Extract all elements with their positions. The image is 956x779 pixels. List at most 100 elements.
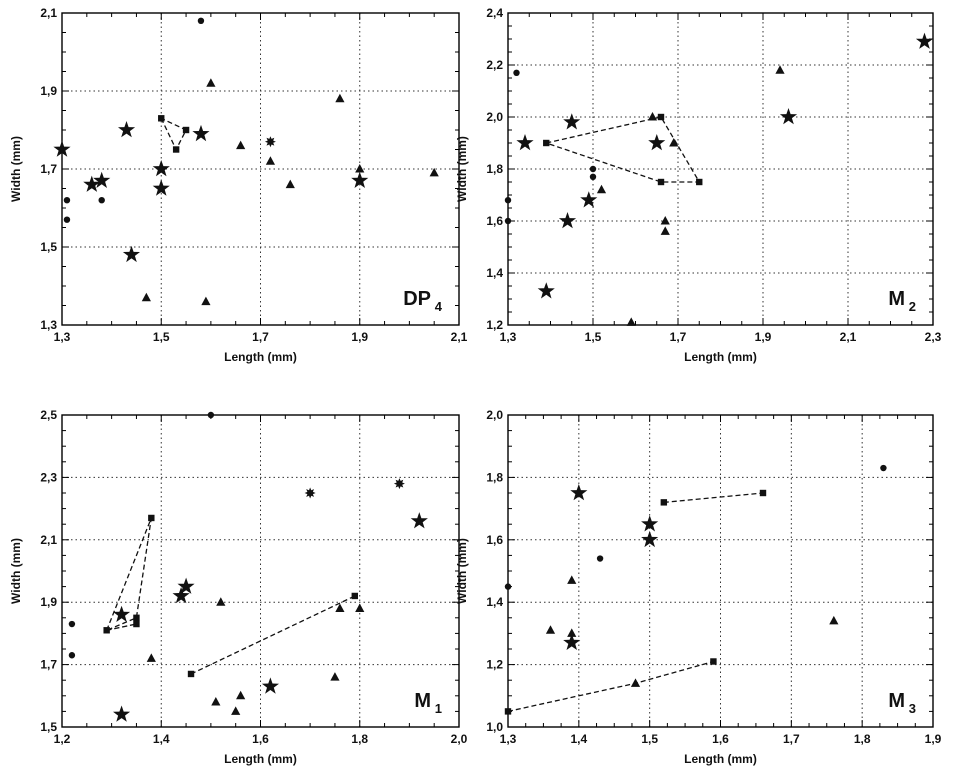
dashed-polygon — [159, 116, 187, 151]
triangle-point — [669, 138, 679, 147]
star-point — [580, 191, 598, 208]
chart-panel-2: 1,3 1,5 1,7 1,9 2,1 2,3 1,2 1,4 1,6 1,8 2,0 2,2 2,4 L… — [455, 6, 942, 364]
y-axis-title: Width (mm) — [9, 136, 23, 202]
x-axis-title: Length (mm) — [684, 350, 757, 364]
y-tick-label: 2,3 — [40, 470, 57, 484]
triangle-point — [206, 78, 216, 87]
star-point — [177, 577, 195, 594]
plot-frame — [507, 414, 934, 728]
triangle-point — [335, 93, 345, 103]
triangle-point — [660, 216, 670, 225]
star-point — [172, 587, 190, 604]
triangle-point — [285, 179, 295, 189]
y-axis-title: Width (mm) — [455, 538, 469, 604]
square-point — [657, 178, 665, 186]
x-tick-label: 1,8 — [854, 732, 871, 746]
x-tick-label: 1,3 — [54, 330, 71, 344]
chart-panel-4: 1,3 1,4 1,5 1,6 1,7 1,8 1,9 1,0 1,2 1,4 1,6 1,8 2,0 L… — [455, 408, 942, 766]
square-point — [133, 620, 140, 628]
square-point — [660, 499, 668, 506]
y-tick-label: 2,0 — [486, 110, 503, 124]
panel-label-subscript: 3 — [909, 701, 916, 716]
triangle-point — [141, 292, 151, 302]
circle-point — [98, 197, 105, 204]
square-point — [657, 113, 665, 121]
y-tick-label: 1,4 — [486, 595, 503, 609]
x-tick-label: 2,1 — [451, 330, 468, 344]
square-point — [148, 514, 155, 522]
plot-frame — [507, 12, 934, 326]
panel-label: DP — [403, 288, 431, 310]
triangle-point — [231, 706, 241, 715]
x-tick-label: 1,3 — [500, 732, 517, 746]
y-tick-label: 1,6 — [486, 214, 503, 228]
x-axis-title: Length (mm) — [684, 752, 757, 766]
plot-frame — [61, 414, 460, 728]
star-point — [261, 677, 279, 694]
triangle-point — [216, 597, 226, 606]
triangle-point — [211, 697, 221, 706]
panel-label: M — [888, 690, 905, 712]
circle-point — [504, 197, 512, 204]
square-point — [759, 489, 767, 497]
circle-point — [589, 173, 597, 180]
star-point — [641, 515, 659, 532]
star-point — [563, 633, 581, 650]
square-point — [182, 126, 190, 134]
circle-point — [63, 216, 71, 223]
x-tick-label: 1,8 — [351, 732, 368, 746]
x-tick-label: 1,9 — [351, 330, 368, 344]
star-point — [93, 171, 111, 188]
y-axis-title: Width (mm) — [9, 538, 23, 604]
y-tick-label: 1,9 — [40, 84, 57, 98]
circle-point — [197, 17, 205, 24]
triangle-point — [567, 628, 577, 637]
triangle-point — [146, 653, 156, 662]
panel-label-subscript: 4 — [435, 299, 443, 314]
y-tick-label: 2,2 — [486, 58, 503, 72]
x-tick-label: 1,4 — [153, 732, 170, 746]
x-tick-label: 1,5 — [153, 330, 170, 344]
y-tick-label: 2,4 — [486, 6, 503, 20]
triangle-point — [660, 226, 670, 235]
y-tick-label: 1,2 — [486, 318, 503, 332]
triangle-point — [630, 678, 641, 687]
star-point — [83, 175, 101, 192]
triangle-point — [355, 164, 365, 173]
dashed-line — [190, 595, 356, 675]
x-tick-label: 1,9 — [755, 330, 772, 344]
circle-point — [513, 69, 520, 77]
x-tick-label: 1,6 — [712, 732, 729, 746]
y-tick-label: 2,1 — [40, 533, 57, 547]
triangle-point — [265, 156, 276, 165]
star-point — [641, 530, 659, 548]
y-tick-label: 1,9 — [40, 595, 57, 609]
square-point — [103, 627, 110, 634]
y-tick-label: 1,8 — [486, 162, 503, 176]
star-point — [537, 282, 555, 299]
triangle-point — [201, 296, 211, 306]
square-point — [351, 592, 358, 600]
triangle-point — [355, 603, 365, 612]
x-axis-title: Length (mm) — [224, 752, 297, 766]
x-tick-label: 1,4 — [570, 732, 587, 746]
circle-point — [589, 165, 597, 173]
square-point — [543, 139, 550, 147]
star-point — [410, 512, 428, 529]
triangle-point — [335, 603, 345, 612]
x-tick-label: 1,7 — [670, 330, 687, 344]
star-point — [351, 171, 369, 188]
x-tick-label: 1,2 — [54, 732, 71, 746]
panel-label-subscript: 2 — [909, 299, 916, 314]
x-tick-label: 1,9 — [925, 732, 942, 746]
burst-point — [264, 136, 276, 148]
triangle-point — [829, 615, 839, 625]
star-point — [122, 245, 140, 263]
chart-panel-3: 1,2 1,4 1,6 1,8 2,0 1,5 1,7 1,9 2,1 2,3 2,5 Length … — [9, 408, 468, 766]
star-point — [516, 134, 534, 151]
circle-point — [880, 464, 887, 472]
x-tick-label: 1,6 — [252, 732, 269, 746]
square-point — [187, 670, 195, 678]
star-point — [648, 134, 666, 151]
circle-point — [68, 620, 76, 628]
